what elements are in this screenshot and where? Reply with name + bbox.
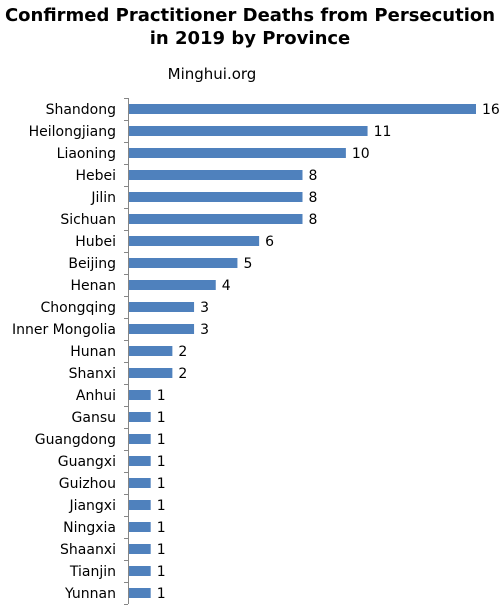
data-label: 6 [265,234,274,250]
category-label: Chongqing [40,300,116,316]
bar-yunnan [129,588,151,598]
data-label: 5 [243,256,252,272]
bar-sichuan [129,214,303,224]
data-label: 1 [157,520,166,536]
category-label: Tianjin [69,564,116,580]
bar-ningxia [129,522,151,532]
category-label: Jilin [90,190,116,206]
data-label: 3 [200,322,209,338]
data-label: 1 [157,410,166,426]
category-label: Liaoning [57,146,116,162]
bar-hunan [129,346,173,356]
bar-chongqing [129,302,195,312]
category-label: Ningxia [63,520,116,536]
bar-henan [129,280,216,290]
category-label: Guangdong [35,432,116,448]
category-label: Anhui [76,388,116,404]
bar-hebei [129,170,303,180]
category-label: Heilongjiang [29,124,116,140]
category-label: Jiangxi [68,498,116,514]
data-label: 2 [178,366,187,382]
data-label: 1 [157,498,166,514]
bar-shaanxi [129,544,151,554]
bar-guizhou [129,478,151,488]
category-label: Henan [71,278,116,294]
data-label: 2 [178,344,187,360]
bar-inner-mongolia [129,324,195,334]
bar-beijing [129,258,238,268]
data-label: 3 [200,300,209,316]
bar-hubei [129,236,260,246]
bar-shandong [129,104,476,114]
chart-source: Minghui.org [167,65,257,83]
data-label: 1 [157,476,166,492]
bar-jilin [129,192,303,202]
bar-guangdong [129,434,151,444]
data-label: 8 [309,190,318,206]
chart-title: Confirmed Practitioner Deaths from Perse… [4,5,496,49]
category-label: Inner Mongolia [12,322,116,338]
bar-jiangxi [129,500,151,510]
category-label: Guangxi [58,454,116,470]
category-label: Gansu [72,410,116,426]
bar-tianjin [129,566,151,576]
category-label: Hunan [70,344,116,360]
bar-heilongjiang [129,126,368,136]
category-label: Beijing [68,256,116,272]
data-label: 8 [309,168,318,184]
category-label: Sichuan [60,212,116,228]
data-label: 4 [222,278,231,294]
category-label: Hebei [75,168,116,184]
category-label: Shandong [46,102,116,118]
bar-guangxi [129,456,151,466]
bar-liaoning [129,148,346,158]
data-label: 1 [157,564,166,580]
data-label: 1 [157,586,166,602]
bar-gansu [129,412,151,422]
data-label: 10 [352,146,370,162]
data-label: 1 [157,388,166,404]
data-label: 1 [157,432,166,448]
bar-anhui [129,390,151,400]
category-label: Guizhou [59,476,116,492]
data-label: 16 [482,102,500,118]
data-label: 1 [157,454,166,470]
category-label: Shanxi [69,366,116,382]
bar-shanxi [129,368,173,378]
category-label: Yunnan [64,586,116,602]
category-label: Hubei [75,234,116,250]
data-label: 8 [309,212,318,228]
category-label: Shaanxi [60,542,116,558]
data-label: 11 [374,124,392,140]
data-label: 1 [157,542,166,558]
